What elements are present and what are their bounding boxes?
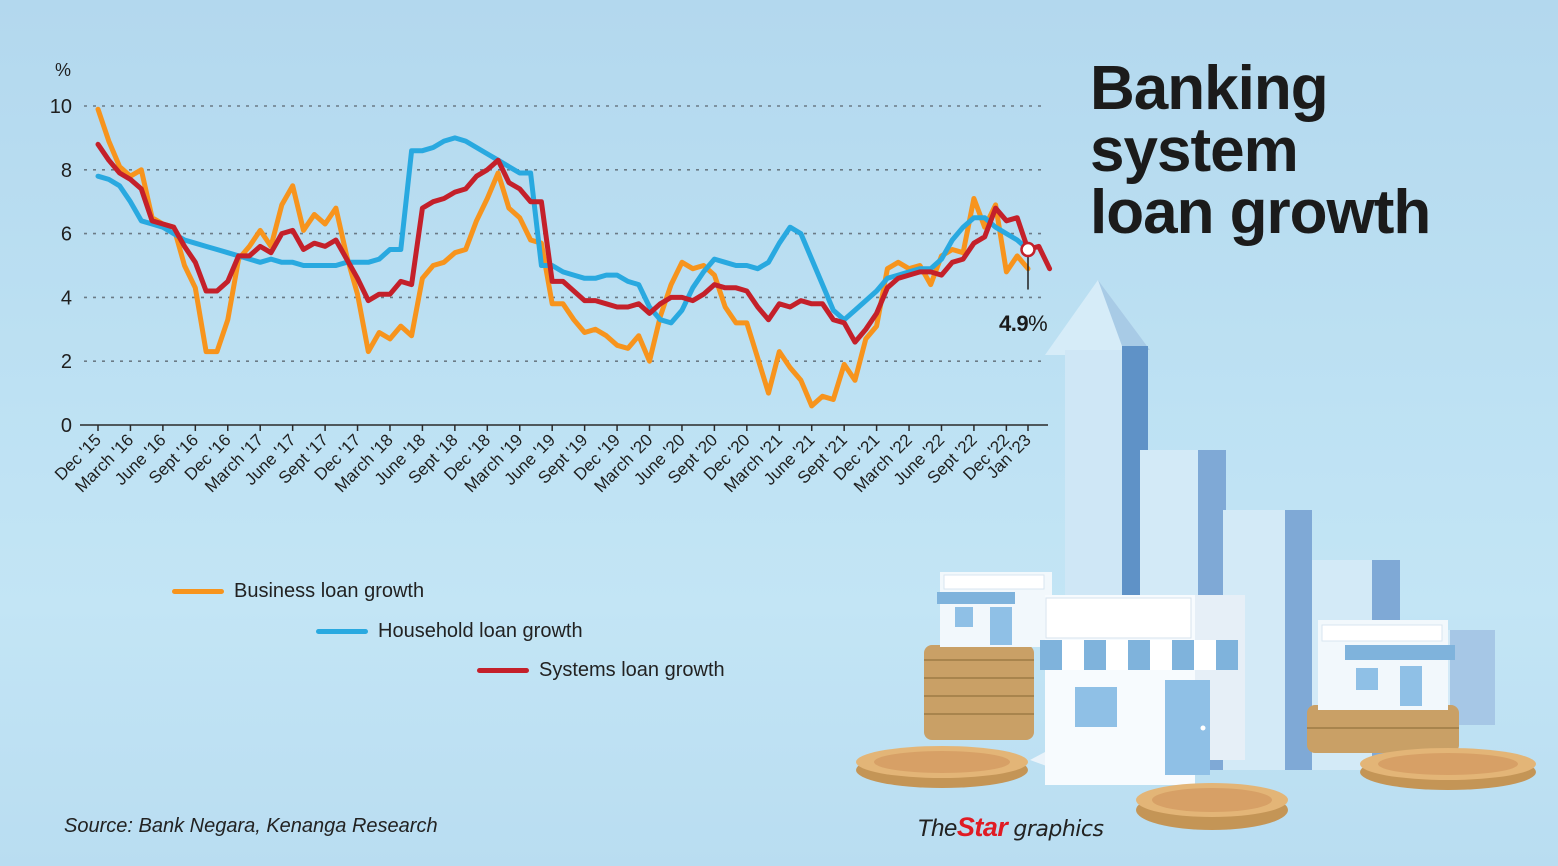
illustration [856, 280, 1536, 830]
endpoint-dot [1020, 241, 1036, 258]
y-tick-label: 4 [61, 287, 72, 309]
coin-flat-left-icon [856, 746, 1028, 788]
legend-swatch-household [316, 629, 368, 634]
legend-swatch-systems [477, 668, 529, 673]
callout-value: 4.9 [999, 311, 1029, 336]
coin-flat-center-icon [1136, 783, 1288, 830]
brand-star: Star [956, 812, 1008, 842]
legend-label-systems: Systems loan growth [539, 659, 725, 681]
y-axis: 0 2 4 6 8 10 [50, 96, 72, 437]
title-line-2: system [1090, 116, 1299, 185]
brand-graphics: graphics [1013, 817, 1104, 842]
series-line [95, 141, 1053, 345]
legend-item-business: Business loan growth [172, 580, 424, 603]
legend-label-household: Household loan growth [378, 620, 583, 642]
coin-stack-left-icon [924, 645, 1034, 740]
y-tick-label: 2 [61, 351, 72, 373]
coin-stack-right-icon [1307, 705, 1459, 753]
y-axis-unit: % [55, 60, 72, 80]
title-line-1: Banking [1090, 54, 1329, 123]
y-tick-label: 6 [61, 224, 72, 246]
y-tick-label: 10 [50, 96, 72, 118]
shop-small-left-icon [937, 572, 1052, 647]
brand-logo: TheStar graphics [917, 812, 1104, 843]
source-note: Source: Bank Negara, Kenanga Research [64, 815, 438, 837]
coin-flat-right-icon [1360, 748, 1536, 790]
title-line-3: loan growth [1090, 178, 1431, 247]
shop-small-right-icon [1318, 620, 1455, 710]
legend-item-household: Household loan growth [316, 620, 583, 643]
shop-large-center-icon [1030, 595, 1245, 785]
series-line [95, 135, 1031, 326]
endpoint-marker [1020, 241, 1036, 290]
data-series [95, 106, 1053, 409]
y-tick-label: 8 [61, 160, 72, 182]
awning [1040, 640, 1238, 670]
series-line [95, 106, 1031, 409]
page-title: Banking system loan growth [1090, 58, 1530, 244]
latest-value-callout: 4.9% [999, 311, 1048, 337]
legend-label-business: Business loan growth [234, 580, 425, 602]
legend-swatch-business [172, 589, 224, 594]
legend-item-systems: Systems loan growth [477, 659, 725, 682]
y-tick-label: 0 [61, 415, 72, 437]
callout-unit: % [1028, 311, 1048, 336]
brand-the: The [917, 815, 957, 842]
